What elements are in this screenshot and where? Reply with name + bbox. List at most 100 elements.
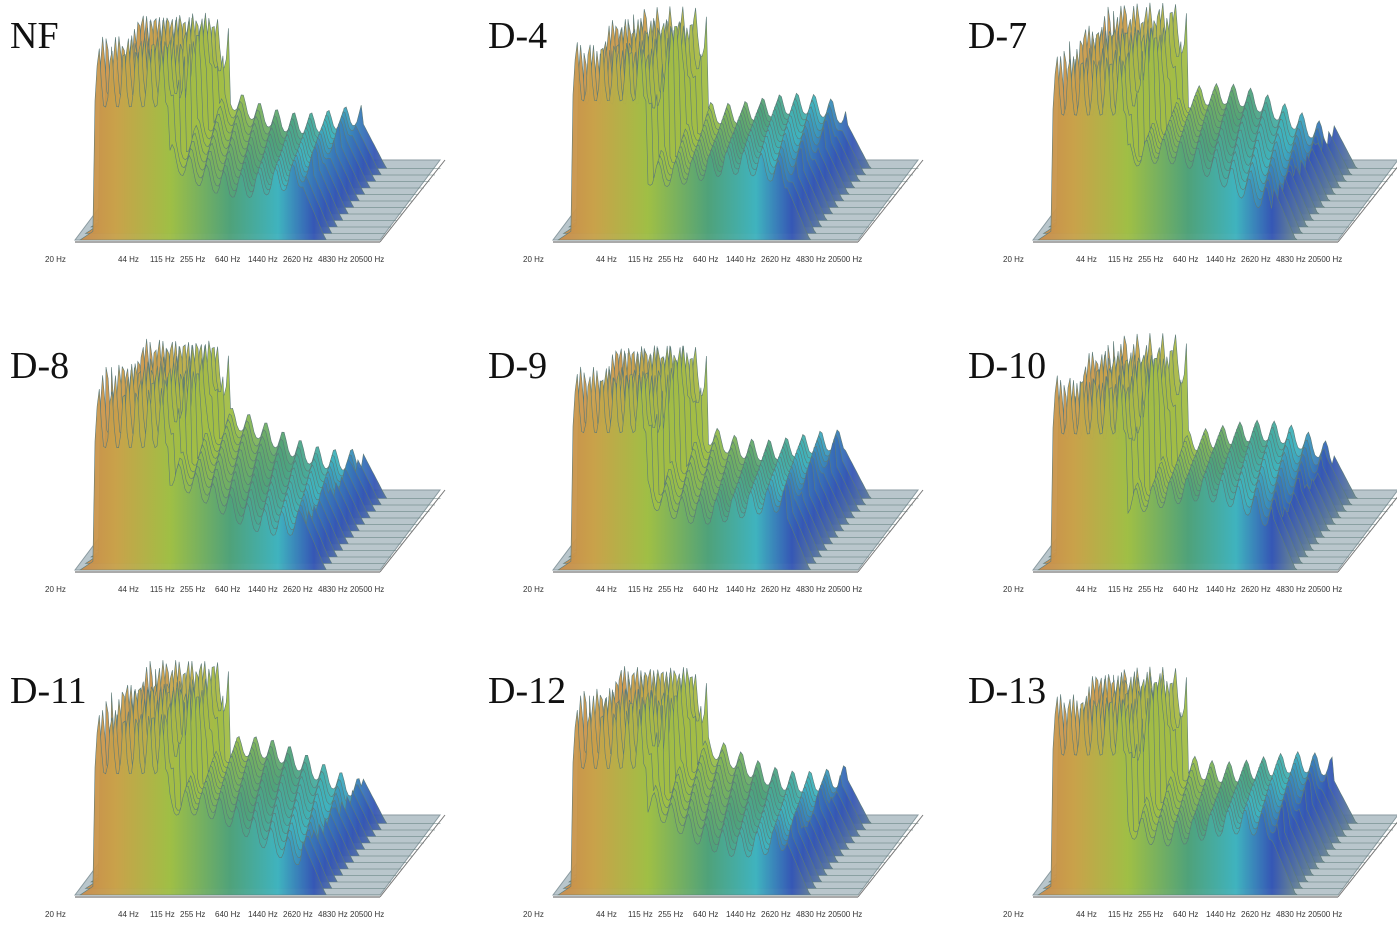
x-tick-label: 4830 Hz <box>796 255 826 264</box>
x-tick-label: 2620 Hz <box>1241 910 1271 919</box>
x-tick-label: 1440 Hz <box>726 585 756 594</box>
panel-label: D-8 <box>10 345 69 387</box>
spectrum-surface <box>74 338 446 573</box>
panel-label: D-4 <box>488 15 547 57</box>
x-tick-label: 2620 Hz <box>1241 255 1271 264</box>
x-tick-label: 44 Hz <box>596 910 617 919</box>
panel-label: D-7 <box>968 15 1027 57</box>
x-tick-label: 20 Hz <box>523 255 544 264</box>
x-tick-label: 2620 Hz <box>283 255 313 264</box>
x-tick-label: 640 Hz <box>693 910 718 919</box>
x-tick-label: 255 Hz <box>1138 255 1163 264</box>
x-tick-label: 44 Hz <box>118 910 139 919</box>
panel: D-7 20 Hz 44 Hz 115 Hz 255 Hz 640 Hz 1440 Hz 26… <box>968 2 1397 264</box>
spectrum-surface <box>552 666 924 898</box>
x-tick-label: 640 Hz <box>215 585 240 594</box>
depth-axis-line <box>379 159 446 243</box>
x-tick-label: 1440 Hz <box>248 910 278 919</box>
panel-label: D-12 <box>488 670 566 712</box>
spectrum-slice <box>79 47 380 241</box>
x-tick-label: 115 Hz <box>628 910 653 919</box>
panel-label: NF <box>10 15 59 57</box>
x-tick-label: 4830 Hz <box>796 585 826 594</box>
depth-axis-line <box>857 159 924 243</box>
panel: D-12 20 Hz 44 Hz 115 Hz 255 Hz 640 Hz 1440 Hz 2… <box>488 666 924 919</box>
x-tick-label: 640 Hz <box>693 585 718 594</box>
x-tick-label: 20 Hz <box>45 255 66 264</box>
spectrum-slice <box>1037 55 1338 241</box>
x-tick-label: 1440 Hz <box>726 255 756 264</box>
x-tick-label: 255 Hz <box>180 910 205 919</box>
x-tick-label: 640 Hz <box>1173 255 1198 264</box>
x-tick-label: 4830 Hz <box>318 585 348 594</box>
x-tick-label: 115 Hz <box>628 585 653 594</box>
x-tick-label: 115 Hz <box>628 255 653 264</box>
x-tick-label: 4830 Hz <box>318 255 348 264</box>
x-tick-label: 1440 Hz <box>248 255 278 264</box>
x-tick-label: 255 Hz <box>658 585 683 594</box>
x-tick-label: 1440 Hz <box>726 910 756 919</box>
panel-label: D-10 <box>968 345 1046 387</box>
panel: D-13 20 Hz 44 Hz 115 Hz 255 Hz 640 Hz 1440 Hz 2… <box>968 666 1397 919</box>
spectrum-slice <box>557 41 858 241</box>
x-tick-label: 20 Hz <box>523 585 544 594</box>
x-tick-label: 640 Hz <box>215 255 240 264</box>
x-tick-label: 640 Hz <box>1173 910 1198 919</box>
x-tick-label: 255 Hz <box>1138 910 1163 919</box>
x-tick-label: 115 Hz <box>150 585 175 594</box>
x-tick-label: 2620 Hz <box>761 910 791 919</box>
x-tick-label: 44 Hz <box>118 585 139 594</box>
depth-axis-line <box>379 814 446 898</box>
x-tick-label: 44 Hz <box>1076 910 1097 919</box>
x-tick-label: 4830 Hz <box>1276 255 1306 264</box>
x-tick-label: 640 Hz <box>215 910 240 919</box>
x-tick-label: 2620 Hz <box>1241 585 1271 594</box>
x-tick-label: 20 Hz <box>1003 910 1024 919</box>
spectrum-surface <box>552 6 924 243</box>
x-tick-label: 44 Hz <box>118 255 139 264</box>
x-tick-label: 4830 Hz <box>1276 585 1306 594</box>
x-tick-label: 44 Hz <box>1076 585 1097 594</box>
x-tick-label: 640 Hz <box>693 255 718 264</box>
x-tick-label: 20500 Hz <box>828 255 862 264</box>
panel: D-8 20 Hz 44 Hz 115 Hz 255 Hz 640 Hz 1440 Hz 26… <box>10 338 446 594</box>
spectrum-surface <box>1032 666 1397 898</box>
spectrum-surface <box>1032 333 1397 573</box>
x-tick-label: 4830 Hz <box>1276 910 1306 919</box>
x-tick-label: 20 Hz <box>523 910 544 919</box>
panel-label: D-9 <box>488 345 547 387</box>
x-tick-label: 1440 Hz <box>248 585 278 594</box>
depth-axis-line <box>379 489 446 573</box>
x-tick-label: 20500 Hz <box>1308 585 1342 594</box>
panel-label: D-11 <box>10 670 87 712</box>
x-tick-label: 20500 Hz <box>350 585 384 594</box>
x-tick-label: 20500 Hz <box>1308 255 1342 264</box>
spectrum-surface <box>552 345 924 573</box>
x-tick-label: 4830 Hz <box>796 910 826 919</box>
panel: D-4 20 Hz 44 Hz 115 Hz 255 Hz 640 Hz 1440 Hz 26… <box>488 6 924 264</box>
panel: D-9 20 Hz 44 Hz 115 Hz 255 Hz 640 Hz 1440 Hz 26… <box>488 345 924 594</box>
x-tick-label: 255 Hz <box>180 585 205 594</box>
spectrum-surface <box>1032 2 1397 243</box>
spectrum-slice <box>557 709 858 896</box>
spectrum-slice <box>1037 374 1338 571</box>
spectrum-surface <box>74 12 446 243</box>
x-tick-label: 1440 Hz <box>1206 255 1236 264</box>
spectrum-slice <box>79 388 380 571</box>
x-tick-label: 20500 Hz <box>350 255 384 264</box>
x-tick-label: 1440 Hz <box>1206 585 1236 594</box>
x-tick-label: 255 Hz <box>180 255 205 264</box>
panel: D-11 20 Hz 44 Hz 115 Hz 255 Hz 640 Hz 1440 Hz 2… <box>10 660 446 919</box>
depth-axis-line <box>857 489 924 573</box>
x-tick-label: 115 Hz <box>1108 585 1133 594</box>
panel-label: D-13 <box>968 670 1046 712</box>
x-tick-label: 20500 Hz <box>1308 910 1342 919</box>
x-tick-label: 2620 Hz <box>283 910 313 919</box>
x-tick-label: 20500 Hz <box>828 585 862 594</box>
depth-axis-line <box>1337 496 1397 573</box>
x-tick-label: 2620 Hz <box>761 255 791 264</box>
x-tick-label: 20 Hz <box>45 585 66 594</box>
x-tick-label: 115 Hz <box>1108 910 1133 919</box>
spectrum-slice <box>79 714 380 896</box>
